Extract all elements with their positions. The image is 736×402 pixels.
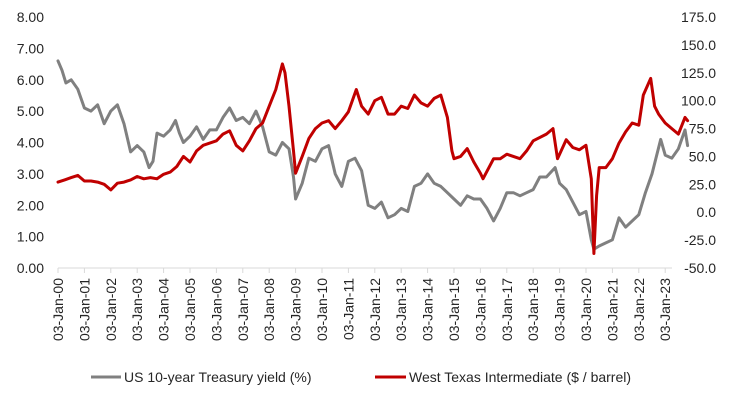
- x-tick-label: 03-Jan-18: [525, 278, 541, 341]
- left-y-tick-label: 7.00: [17, 40, 44, 56]
- x-tick-label: 03-Jan-05: [182, 278, 198, 341]
- x-tick-label: 03-Jan-13: [393, 278, 409, 341]
- right-y-tick-label: -25.0: [684, 232, 716, 248]
- right-y-tick-label: 175.0: [681, 9, 716, 25]
- x-tick-label: 03-Jan-15: [446, 278, 462, 341]
- x-tick-label: 03-Jan-04: [156, 278, 172, 341]
- x-tick-label: 03-Jan-17: [499, 278, 515, 341]
- right-y-tick-label: 125.0: [681, 65, 716, 81]
- x-tick-label: 03-Jan-09: [288, 278, 304, 341]
- left-y-tick-label: 3.00: [17, 166, 44, 182]
- legend-label-treasury-yield: US 10-year Treasury yield (%): [124, 369, 312, 385]
- x-tick-label: 03-Jan-21: [604, 278, 620, 341]
- x-tick-label: 03-Jan-12: [367, 278, 383, 341]
- left-y-axis: 0.00 1.00 2.00 3.00 4.00 5.00 6.00 7.00 8.00: [17, 9, 44, 276]
- x-tick-label: 03-Jan-08: [261, 278, 277, 341]
- series-line-wti: [56, 62, 690, 255]
- x-tick-label: 03-Jan-16: [472, 278, 488, 341]
- legend-label-wti: West Texas Intermediate ($ / barrel): [409, 369, 631, 385]
- right-y-tick-label: 50.0: [689, 148, 716, 164]
- x-tick-label: 03-Jan-20: [578, 278, 594, 341]
- x-tick-label: 03-Jan-00: [50, 278, 66, 341]
- legend: US 10-year Treasury yield (%) West Texas…: [91, 369, 631, 385]
- left-y-tick-label: 8.00: [17, 9, 44, 25]
- x-tick-label: 03-Jan-06: [208, 278, 224, 341]
- right-y-tick-label: 0.0: [697, 204, 717, 220]
- right-y-axis: -50.0 -25.0 0.0 25.0 50.0 75.0 100.0 125.0 150.0…: [681, 9, 716, 276]
- right-y-tick-label: 25.0: [689, 176, 716, 192]
- left-y-tick-label: 0.00: [17, 260, 44, 276]
- left-y-tick-label: 5.00: [17, 103, 44, 119]
- x-tick-label: 03-Jan-22: [631, 278, 647, 341]
- series-line-treasury-yield: [56, 59, 690, 251]
- x-tick-label: 03-Jan-23: [657, 278, 673, 341]
- left-y-tick-label: 2.00: [17, 197, 44, 213]
- x-tick-label: 03-Jan-01: [76, 278, 92, 341]
- x-tick-label: 03-Jan-07: [235, 278, 251, 341]
- x-tick-label: 03-Jan-11: [340, 278, 356, 340]
- x-tick-label: 03-Jan-10: [314, 278, 330, 341]
- right-y-tick-label: -50.0: [684, 260, 716, 276]
- right-y-tick-label: 150.0: [681, 37, 716, 53]
- left-y-tick-label: 1.00: [17, 229, 44, 245]
- x-tick-label: 03-Jan-02: [103, 278, 119, 341]
- right-y-tick-label: 75.0: [689, 121, 716, 137]
- series-layer: [56, 59, 690, 255]
- x-tick-label: 03-Jan-19: [552, 278, 568, 341]
- left-y-tick-label: 6.00: [17, 72, 44, 88]
- left-y-tick-label: 4.00: [17, 135, 44, 151]
- x-tick-label: 03-Jan-03: [129, 278, 145, 341]
- right-y-tick-label: 100.0: [681, 93, 716, 109]
- x-tick-label: 03-Jan-14: [420, 278, 436, 341]
- x-axis: 03-Jan-00 03-Jan-01 03-Jan-02 03-Jan-03 03-J…: [50, 268, 673, 341]
